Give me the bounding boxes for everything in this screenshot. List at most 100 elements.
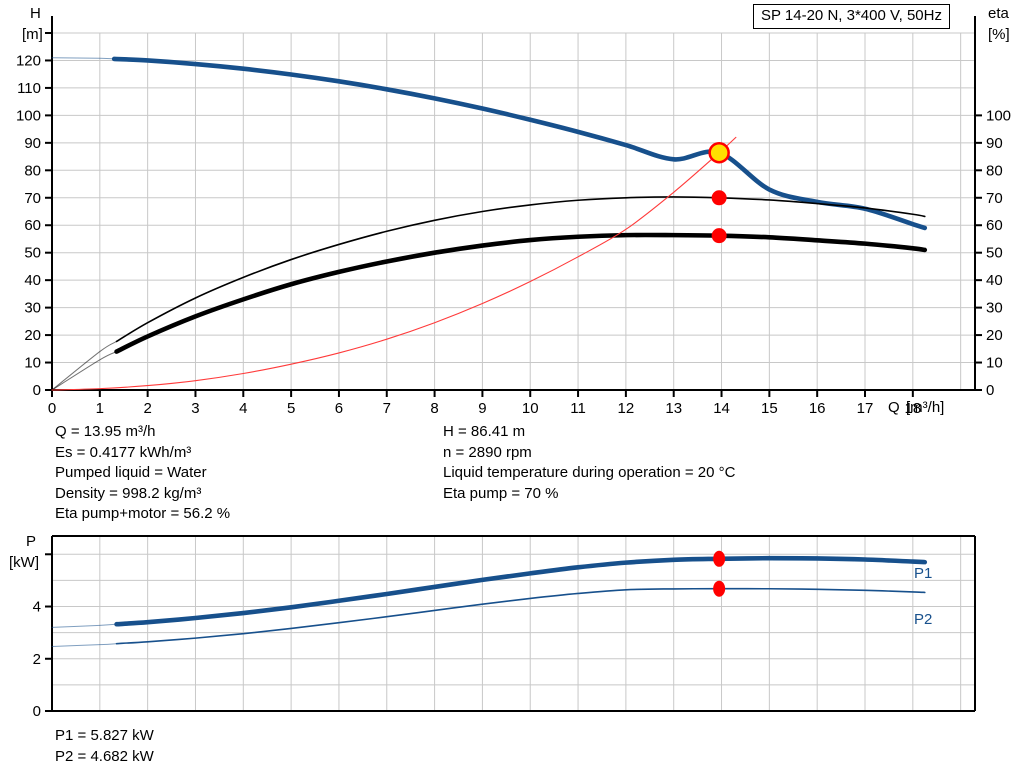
curve-eta-pump-motor-extrapolated: [51, 351, 118, 391]
tick-label-q: 4: [239, 400, 247, 417]
tick-label-q: 13: [665, 400, 682, 417]
tick-label-q: 14: [713, 400, 730, 417]
power-marker-dot-0: [713, 550, 726, 567]
tick-label-h: 90: [24, 135, 41, 152]
tick-label-q: 16: [809, 400, 826, 417]
tick-label-q: 3: [191, 400, 199, 417]
curve-p2-extrapolated: [51, 643, 118, 647]
tick-label-eta: 0: [986, 382, 994, 399]
head-chart-markers: [708, 141, 730, 244]
curve-h-head--extrapolated: [51, 57, 115, 60]
tick-label-q: 18: [904, 400, 921, 417]
tick-label-eta: 30: [986, 300, 1003, 317]
tick-label-h: 80: [24, 162, 41, 179]
tick-label-h: 20: [24, 327, 41, 344]
curve-p1: [114, 555, 928, 627]
tick-label-eta: 70: [986, 190, 1003, 207]
tick-label-q: 15: [761, 400, 778, 417]
head-chart-curves: [51, 56, 928, 391]
eta-marker-dot-1: [711, 228, 727, 244]
tick-label-p: 4: [33, 599, 41, 616]
power-chart-tick-labels: 0 2 4: [33, 599, 41, 720]
tick-label-h: 110: [17, 80, 41, 97]
power-chart-gridlines: [52, 536, 975, 711]
curve-eta-pump-extrapolated: [51, 340, 118, 391]
power-chart-markers: [713, 550, 726, 597]
tick-label-eta: 60: [986, 217, 1003, 234]
info-left-line-0: Q = 13.95 m³/h: [55, 423, 156, 440]
operating-point-marker[interactable]: [708, 141, 730, 164]
tick-label-eta: 20: [986, 327, 1003, 344]
info-column-right: H = 86.41 m n = 2890 rpm Liquid temperatur…: [443, 422, 735, 504]
tick-label-eta: 80: [986, 162, 1003, 179]
curve-p2: [115, 587, 926, 645]
tick-label-q: 7: [383, 400, 391, 417]
q-axis-unit: [m³/h]: [906, 399, 944, 416]
info-left-line-3: Density = 998.2 kg/m³: [55, 484, 202, 502]
tick-label-eta: 90: [986, 135, 1003, 152]
curve-es-specific-energy-: [51, 136, 737, 391]
info-right-line-0: H = 86.41 m: [443, 423, 526, 440]
power-chart-frame: [45, 535, 976, 712]
info-left-line-1: Es = 0.4177 kWh/m³: [55, 443, 192, 461]
tick-label-q: 17: [857, 400, 874, 417]
power-chart: 0 2 4 P1 P2: [33, 535, 976, 720]
tick-label-q: 0: [48, 400, 56, 417]
tick-label-q: 1: [96, 400, 104, 417]
tick-label-q: 5: [287, 400, 295, 417]
p-axis-name: P: [26, 533, 36, 550]
tick-label-h: 100: [16, 107, 41, 124]
tick-label-p: 0: [33, 703, 41, 720]
pump-title-label: SP 14-20 N, 3*400 V, 50Hz: [761, 7, 942, 24]
tick-label-q: 2: [143, 400, 151, 417]
p-axis-unit: [kW]: [9, 554, 39, 571]
info-power-line-0: P1 = 5.827 kW: [55, 727, 154, 744]
tick-label-q: 12: [618, 400, 635, 417]
info-right-line-3: Eta pump = 70 %: [443, 484, 559, 502]
tick-label-h: 40: [24, 272, 41, 289]
head-eta-chart: 0102030405060708090100110120010203040506…: [16, 16, 1011, 417]
eta-axis-name: eta: [988, 5, 1010, 22]
power-chart-curves: [51, 555, 928, 647]
info-column-power: P1 = 5.827 kW P2 = 4.682 kW: [55, 726, 154, 767]
tick-label-h: 50: [24, 245, 41, 262]
q-axis-name: Q: [888, 399, 900, 416]
h-axis-name: H: [30, 5, 41, 22]
series-label-p1: P1: [914, 565, 932, 582]
series-label-p2: P2: [914, 611, 932, 628]
head-chart-gridlines: [52, 32, 975, 390]
power-axis-caption: P [kW]: [9, 533, 39, 571]
tick-label-h: 120: [16, 52, 41, 69]
q-axis-caption: Q [m³/h]: [888, 399, 944, 416]
head-chart-frame: [45, 16, 982, 397]
eta-marker-dot-0: [711, 190, 727, 206]
info-left-line-2: Pumped liquid = Water: [55, 464, 207, 481]
curve-h-head-: [111, 56, 928, 231]
tick-label-h: 30: [24, 300, 41, 317]
head-chart-tick-labels: 0102030405060708090100110120010203040506…: [16, 52, 1011, 417]
power-chart-series-labels: P1 P2: [914, 565, 932, 628]
tick-label-q: 8: [430, 400, 438, 417]
curve-eta-pump-motor: [114, 232, 928, 354]
tick-label-h: 0: [33, 382, 41, 399]
pump-title-box: SP 14-20 N, 3*400 V, 50Hz: [753, 4, 950, 29]
info-right-line-2: Liquid temperature during operation = 20…: [443, 464, 736, 481]
curve-p1-extrapolated: [51, 623, 118, 628]
h-axis-unit: [m]: [22, 26, 43, 43]
head-axis-caption: H [m]: [22, 5, 43, 43]
info-power-line-1: P2 = 4.682 kW: [55, 747, 154, 765]
tick-label-eta: 50: [986, 245, 1003, 262]
curve-eta-pump: [115, 196, 926, 343]
info-right-line-1: n = 2890 rpm: [443, 443, 532, 461]
eta-axis-unit: [%]: [988, 26, 1010, 43]
tick-label-q: 9: [478, 400, 486, 417]
tick-label-h: 60: [24, 217, 41, 234]
tick-label-h: 70: [24, 190, 41, 207]
info-left-line-4: Eta pump+motor = 56.2 %: [55, 505, 231, 522]
tick-label-q: 6: [335, 400, 343, 417]
tick-label-p: 2: [33, 651, 41, 668]
tick-label-eta: 10: [986, 355, 1003, 372]
eta-axis-caption: eta [%]: [988, 5, 1010, 43]
tick-label-q: 10: [522, 400, 539, 417]
